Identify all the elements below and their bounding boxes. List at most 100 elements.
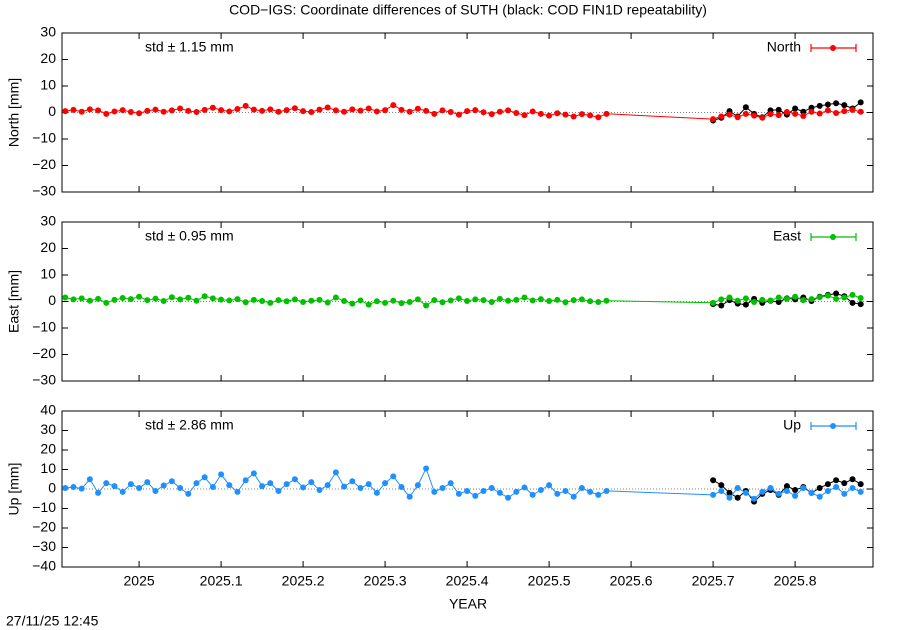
data-point <box>119 107 126 114</box>
data-point <box>431 488 438 495</box>
data-point <box>496 489 503 496</box>
y-tick-label: −20 <box>32 345 56 361</box>
data-point <box>464 108 471 115</box>
data-point <box>529 297 536 304</box>
data-point <box>177 485 184 492</box>
data-point <box>775 294 782 301</box>
data-point <box>857 108 864 115</box>
data-point <box>406 108 413 115</box>
data-point <box>127 481 134 488</box>
data-point <box>398 300 405 307</box>
data-point <box>250 296 257 303</box>
data-point <box>316 106 323 113</box>
data-point <box>103 480 110 487</box>
y-tick-label: 30 <box>40 24 56 40</box>
y-tick-label: −30 <box>32 538 56 554</box>
data-point <box>398 484 405 491</box>
x-tick-label: 2025 <box>124 573 155 589</box>
data-point <box>414 482 421 489</box>
data-point <box>718 296 725 303</box>
data-point <box>529 491 536 498</box>
data-point <box>710 116 717 123</box>
data-point <box>775 299 782 306</box>
data-point <box>365 481 372 488</box>
data-point <box>710 477 717 484</box>
data-point <box>808 489 815 496</box>
data-point <box>726 294 733 301</box>
data-point <box>792 492 799 499</box>
data-point <box>841 108 848 115</box>
annotation: std ± 2.86 mm <box>145 417 234 433</box>
data-point <box>800 297 807 304</box>
data-point <box>800 108 807 115</box>
data-point <box>259 297 266 304</box>
data-point <box>529 108 536 115</box>
y-tick-label: 0 <box>48 292 56 308</box>
data-point <box>308 297 315 304</box>
data-point <box>234 106 241 113</box>
y-tick-label: 20 <box>40 239 56 255</box>
data-point <box>357 297 364 304</box>
data-point <box>603 110 610 117</box>
data-point <box>168 107 175 114</box>
data-point <box>783 487 790 494</box>
data-point <box>70 484 77 491</box>
data-point <box>488 485 495 492</box>
data-point <box>406 493 413 500</box>
data-point <box>209 484 216 491</box>
data-point <box>324 299 331 306</box>
data-point <box>103 299 110 306</box>
y-tick-label: −30 <box>32 183 56 199</box>
data-point <box>382 107 389 114</box>
data-point <box>562 111 569 118</box>
data-point <box>365 105 372 112</box>
data-point <box>595 491 602 498</box>
data-point <box>808 108 815 115</box>
data-point <box>373 298 380 305</box>
data-point <box>193 480 200 487</box>
data-point <box>833 295 840 302</box>
data-point <box>423 107 430 114</box>
data-point <box>70 106 77 113</box>
data-point <box>349 106 356 113</box>
legend-symbol <box>830 45 836 51</box>
x-tick-label: 2025.4 <box>446 573 489 589</box>
data-point <box>824 107 831 114</box>
data-point <box>521 484 528 491</box>
data-point <box>808 296 815 303</box>
y-axis-label: East [mm] <box>6 270 22 333</box>
data-point <box>398 106 405 113</box>
data-point <box>816 110 823 117</box>
data-point <box>824 487 831 494</box>
data-point <box>152 106 159 113</box>
data-point <box>480 297 487 304</box>
data-point <box>136 485 143 492</box>
data-point <box>464 487 471 494</box>
data-point <box>742 301 749 308</box>
data-point <box>423 302 430 309</box>
data-point <box>833 110 840 117</box>
data-point <box>86 476 93 483</box>
data-point <box>521 112 528 119</box>
data-point <box>718 113 725 120</box>
data-point <box>546 297 553 304</box>
data-point <box>300 108 307 115</box>
data-point <box>767 111 774 118</box>
data-point <box>792 293 799 300</box>
data-point <box>62 108 69 115</box>
data-point <box>455 111 462 118</box>
data-point <box>792 110 799 117</box>
data-point <box>390 102 397 109</box>
data-point <box>95 489 102 496</box>
data-point <box>783 108 790 115</box>
y-tick-label: −20 <box>32 519 56 535</box>
data-point <box>267 480 274 487</box>
data-point <box>160 108 167 115</box>
data-point <box>349 478 356 485</box>
data-point <box>291 476 298 483</box>
data-point <box>291 296 298 303</box>
data-point <box>554 490 561 497</box>
data-point <box>341 297 348 304</box>
data-point <box>267 299 274 306</box>
data-point <box>759 488 766 495</box>
